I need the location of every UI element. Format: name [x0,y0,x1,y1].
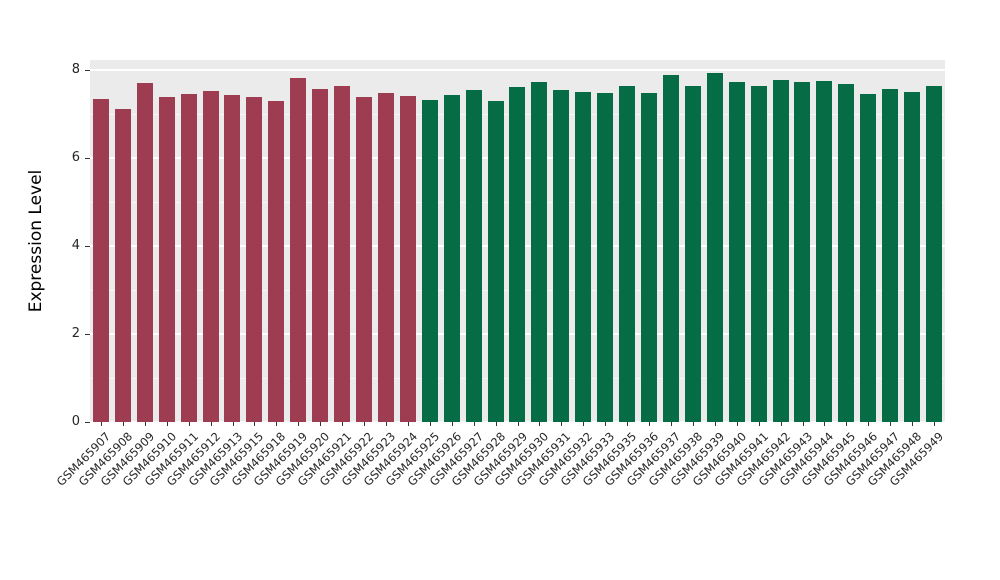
x-tick-mark [385,422,387,426]
bar-GSM465912 [202,90,219,422]
bar-GSM465942 [772,80,789,422]
x-tick-mark [144,422,146,426]
bar-GSM465925 [421,100,438,422]
bar-GSM465909 [136,83,153,422]
y-tick-label: 6 [71,150,80,166]
bar-GSM465920 [312,89,329,422]
bar-GSM465921 [334,85,351,422]
x-tick-mark [627,422,629,426]
x-tick-mark [934,422,936,426]
x-tick-mark [122,422,124,426]
bar-GSM465923 [377,93,394,422]
bar-GSM465910 [158,96,175,422]
x-tick-mark [846,422,848,426]
bar-GSM465928 [487,101,504,422]
x-tick-mark [714,422,716,426]
y-tick-label: 4 [71,238,80,254]
x-tick-mark [451,422,453,426]
plot-panel [90,60,945,422]
x-tick-mark [824,422,826,426]
x-tick-mark [364,422,366,426]
x-tick-mark [298,422,300,426]
y-tick-mark [85,158,90,160]
x-tick-mark [802,422,804,426]
bar-GSM465944 [816,80,833,422]
x-tick-mark [276,422,278,426]
x-tick-mark [188,422,190,426]
bar-GSM465947 [882,88,899,422]
y-tick-label: 8 [71,62,80,78]
x-tick-mark [100,422,102,426]
x-tick-mark [539,422,541,426]
bar-GSM465938 [684,85,701,422]
y-tick-mark [85,246,90,248]
x-tick-mark [429,422,431,426]
bar-GSM465922 [356,96,373,422]
bar-GSM465926 [443,95,460,422]
bar-GSM465943 [794,82,811,422]
bar-GSM465931 [553,89,570,422]
x-tick-mark [758,422,760,426]
bar-GSM465937 [662,74,679,422]
bar-GSM465933 [597,92,614,422]
bar-GSM465915 [246,96,263,422]
bar-GSM465929 [509,86,526,422]
x-tick-mark [517,422,519,426]
x-tick-mark [495,422,497,426]
x-tick-mark [342,422,344,426]
x-tick-mark [210,422,212,426]
y-tick-label: 0 [71,414,80,429]
x-tick-mark [583,422,585,426]
bar-GSM465941 [750,86,767,422]
bar-GSM465918 [268,100,285,422]
x-tick-mark [692,422,694,426]
bar-GSM465945 [838,84,855,422]
bar-GSM465924 [399,95,416,422]
bar-GSM465930 [531,81,548,422]
x-tick-mark [890,422,892,426]
bar-GSM465935 [619,85,636,422]
x-tick-mark [473,422,475,426]
y-tick-label: 2 [71,326,80,342]
bar-GSM465948 [904,92,921,422]
x-tick-mark [670,422,672,426]
x-tick-mark [736,422,738,426]
bar-GSM465946 [860,94,877,422]
bar-GSM465913 [224,94,241,422]
x-tick-mark [649,422,651,426]
bar-GSM465911 [180,93,197,422]
x-tick-mark [254,422,256,426]
y-tick-mark [85,334,90,336]
bar-GSM465949 [926,85,943,422]
bar-GSM465936 [641,93,658,422]
bar-GSM465907 [92,98,109,422]
x-tick-mark [320,422,322,426]
x-tick-mark [166,422,168,426]
major-gridline [90,69,945,71]
x-tick-mark [232,422,234,426]
y-axis-title: Expression Level [26,169,46,313]
bar-GSM465919 [290,78,307,422]
bar-GSM465940 [728,82,745,422]
y-tick-mark [85,70,90,72]
x-tick-mark [912,422,914,426]
x-tick-mark [561,422,563,426]
bar-GSM465908 [114,108,131,422]
y-tick-mark [85,422,90,423]
bar-GSM465927 [465,89,482,422]
bar-GSM465939 [706,73,723,422]
x-tick-mark [780,422,782,426]
x-tick-mark [407,422,409,426]
x-tick-mark [605,422,607,426]
bar-GSM465932 [575,92,592,422]
x-tick-mark [868,422,870,426]
